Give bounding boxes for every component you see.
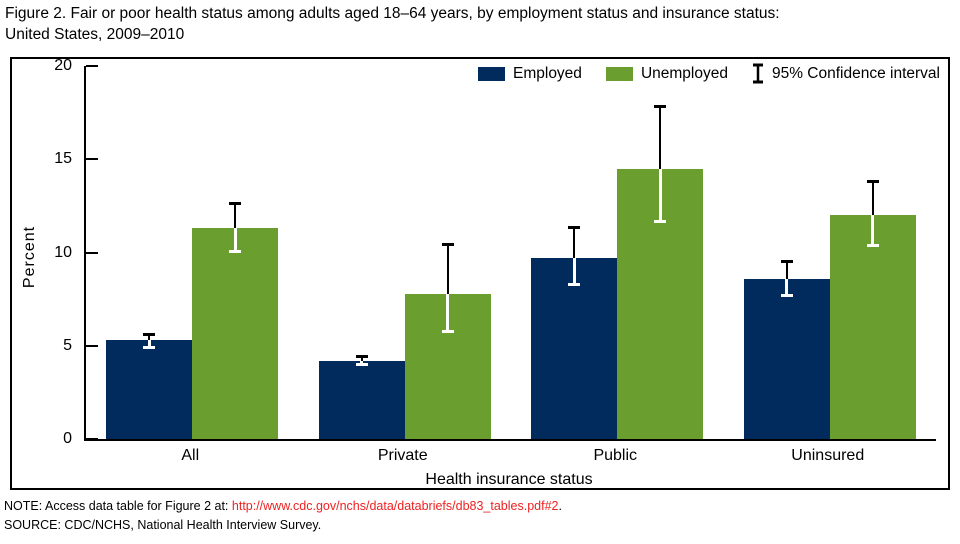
- source-line: SOURCE: CDC/NCHS, National Health Interv…: [4, 517, 322, 532]
- ci-whisker-upper: [785, 259, 788, 279]
- footer-notes: NOTE: Access data table for Figure 2 at:…: [4, 497, 562, 535]
- bar-unemployed-all: [192, 66, 279, 439]
- ci-whisker-upper: [446, 243, 449, 294]
- unemployed-swatch-icon: [605, 66, 633, 81]
- bar-rect: [531, 258, 618, 439]
- ci-cap-lower: [355, 363, 368, 367]
- ci-whisker-upper: [871, 179, 874, 216]
- ci-cap-upper: [355, 355, 368, 359]
- ci-cap-lower: [143, 346, 156, 350]
- bar-rect: [743, 278, 830, 439]
- ci-cap-upper: [143, 332, 156, 336]
- y-tick: [86, 438, 98, 440]
- y-tick-label: 5: [63, 336, 72, 354]
- ci-whisker-lower: [446, 293, 450, 333]
- bar-group-public: [511, 66, 724, 439]
- bar-unemployed-uninsured: [829, 66, 916, 439]
- legend-label-employed: Employed: [513, 64, 582, 82]
- x-categories: All Private Public Uninsured: [84, 447, 934, 465]
- y-tick-label: 20: [54, 57, 72, 74]
- ci-cap-upper: [866, 179, 879, 183]
- ci-whisker-lower: [785, 278, 789, 298]
- x-category-label-all: All: [181, 447, 200, 464]
- x-category-label-public: Public: [593, 447, 638, 464]
- bar-employed-public: [531, 66, 618, 439]
- plot-area: 0 5 10 15 20: [54, 57, 937, 447]
- x-category-label-uninsured: Uninsured: [791, 447, 865, 464]
- ci-whisker-lower: [572, 258, 576, 287]
- ci-cap-upper: [780, 259, 793, 263]
- y-tick-label: 0: [63, 430, 72, 447]
- legend-label-unemployed: Unemployed: [640, 64, 728, 82]
- bar-rect: [318, 360, 405, 439]
- ci-cap-lower: [229, 249, 242, 253]
- y-tick: [86, 344, 98, 347]
- ci-whisker-upper: [234, 202, 237, 229]
- ci-whisker-upper: [573, 226, 576, 259]
- ci-cap-upper: [654, 105, 667, 109]
- legend-label-ci: 95% Confidence interval: [771, 64, 940, 82]
- ci-whisker-lower: [233, 228, 237, 253]
- y-tick-label: 10: [54, 243, 72, 261]
- bar-rect: [192, 228, 279, 439]
- bar-employed-uninsured: [743, 66, 830, 439]
- x-category-label-private: Private: [377, 447, 428, 464]
- x-axis-title: Health insurance status: [425, 471, 593, 488]
- bar-group-uninsured: [724, 66, 937, 439]
- y-tick: [86, 251, 98, 254]
- bar-group-private: [299, 66, 512, 439]
- chart-frame: Employed Unemployed 95% Confidence inter…: [10, 57, 950, 490]
- ci-whisker-lower: [871, 215, 875, 247]
- legend-item-employed: Employed: [478, 65, 582, 83]
- bar-unemployed-public: [617, 66, 704, 439]
- ci-cap-upper: [441, 243, 454, 247]
- ci-cap-lower: [780, 294, 793, 298]
- error-bar-icon: [752, 63, 763, 84]
- figure-title: Figure 2. Fair or poor health status amo…: [5, 5, 780, 43]
- employed-swatch-icon: [478, 66, 505, 81]
- ci-cap-lower: [568, 283, 581, 287]
- ci-whisker-upper: [659, 105, 662, 169]
- y-tick: [86, 65, 98, 67]
- bar-rect: [829, 215, 916, 439]
- bar-employed-private: [318, 66, 405, 439]
- ci-cap-lower: [654, 219, 667, 223]
- ci-cap-upper: [229, 202, 242, 206]
- note-suffix: .: [558, 499, 562, 513]
- bar-unemployed-private: [404, 66, 491, 439]
- legend-item-unemployed: Unemployed: [605, 64, 728, 83]
- ci-cap-lower: [866, 243, 879, 247]
- y-tick: [86, 158, 98, 161]
- ci-whisker-lower: [147, 340, 151, 350]
- note-line: NOTE: Access data table for Figure 2 at:…: [4, 497, 562, 516]
- bar-rect: [106, 340, 193, 439]
- legend-item-ci: 95% Confidence interval: [752, 63, 940, 84]
- bar-group-all: [86, 66, 299, 439]
- bar-employed-all: [106, 66, 193, 439]
- legend: Employed Unemployed 95% Confidence inter…: [478, 63, 940, 84]
- y-tick-label: 15: [54, 150, 72, 168]
- ci-cap-lower: [441, 329, 454, 333]
- ci-whisker-lower: [658, 168, 662, 223]
- note-link[interactable]: http://www.cdc.gov/nchs/data/databriefs/…: [231, 499, 559, 513]
- ci-cap-upper: [568, 226, 581, 230]
- note-prefix: NOTE: Access data table for Figure 2 at:: [4, 499, 232, 513]
- ci-whisker-upper: [148, 332, 151, 341]
